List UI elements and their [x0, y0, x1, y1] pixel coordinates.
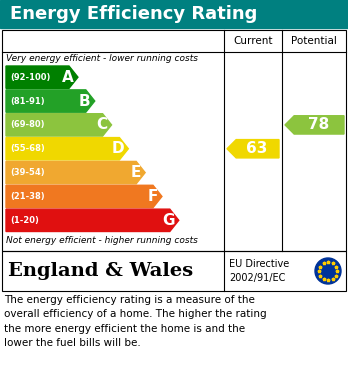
Polygon shape [227, 140, 279, 158]
Circle shape [315, 258, 341, 284]
Text: E: E [131, 165, 141, 180]
Text: (21-38): (21-38) [10, 192, 45, 201]
Text: (1-20): (1-20) [10, 216, 39, 225]
Polygon shape [6, 114, 112, 136]
Bar [0, 0, 348, 28]
Text: B: B [79, 93, 91, 109]
Polygon shape [6, 138, 128, 160]
Text: Energy Efficiency Rating: Energy Efficiency Rating [10, 5, 258, 23]
Text: The energy efficiency rating is a measure of the
overall efficiency of a home. T: The energy efficiency rating is a measur… [4, 295, 267, 348]
Text: F: F [148, 189, 158, 204]
Text: England & Wales: England & Wales [8, 262, 193, 280]
Text: (39-54): (39-54) [10, 168, 45, 177]
Text: Very energy efficient - lower running costs: Very energy efficient - lower running co… [6, 54, 198, 63]
Text: A: A [62, 70, 74, 85]
Text: Not energy efficient - higher running costs: Not energy efficient - higher running co… [6, 236, 198, 245]
Polygon shape [6, 209, 179, 231]
Text: D: D [112, 141, 124, 156]
Polygon shape [6, 161, 145, 184]
Polygon shape [6, 66, 78, 88]
Text: (69-80): (69-80) [10, 120, 45, 129]
Bar [2, 251, 346, 291]
Text: G: G [162, 213, 175, 228]
Text: 78: 78 [308, 117, 329, 133]
Text: (92-100): (92-100) [10, 73, 50, 82]
Text: Potential: Potential [291, 36, 337, 46]
Bar [2, 30, 346, 251]
Text: C: C [96, 117, 108, 133]
Text: 63: 63 [246, 141, 267, 156]
Text: (81-91): (81-91) [10, 97, 45, 106]
Polygon shape [6, 185, 162, 208]
Text: (55-68): (55-68) [10, 144, 45, 153]
Text: Current: Current [233, 36, 273, 46]
Polygon shape [6, 90, 95, 112]
Polygon shape [285, 116, 344, 134]
Text: EU Directive: EU Directive [229, 259, 289, 269]
Text: 2002/91/EC: 2002/91/EC [229, 273, 285, 283]
